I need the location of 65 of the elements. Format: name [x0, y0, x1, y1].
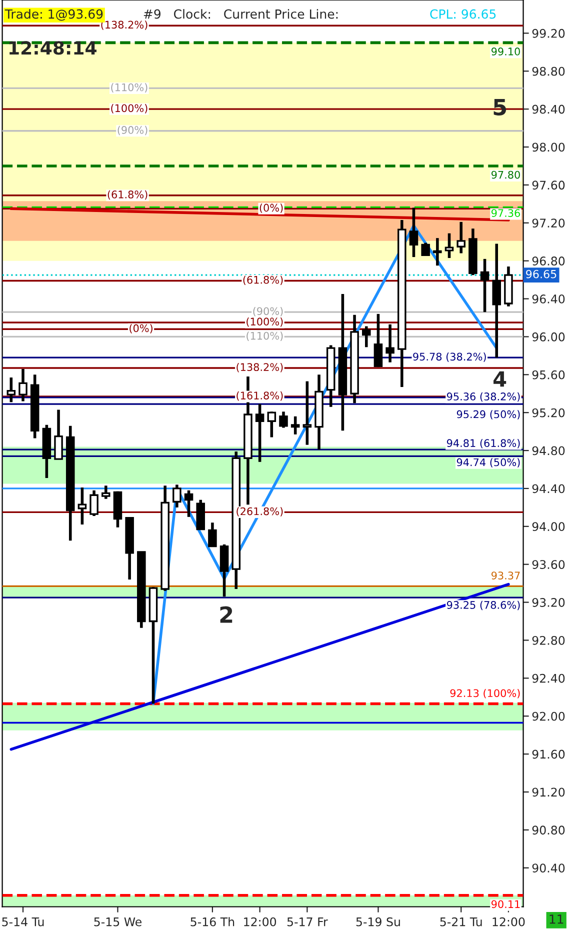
annotation: (100%) [246, 317, 283, 327]
annotation: Trade: 1@93.69 [4, 9, 103, 21]
ref-line-label: 95.29 (50%) [456, 410, 520, 420]
y-tick-label: 94.00 [532, 522, 565, 532]
y-tick-label: 92.00 [532, 712, 565, 721]
y-tick-label: 97.20 [532, 218, 565, 228]
x-tick-label: 5-16 Th [190, 917, 234, 926]
y-tick-label: 98.80 [532, 66, 565, 76]
y-tick-label: 94.40 [532, 484, 565, 494]
ref-line-label: 92.13 (100%) [450, 689, 520, 698]
annotation: (0%) [130, 324, 152, 334]
ref-line-label: 95.36 (38.2%) [446, 392, 520, 402]
annotation: (90%) [253, 307, 283, 316]
y-tick-label: 98.00 [532, 142, 565, 152]
ref-line-label: 93.37 [491, 572, 520, 580]
y-tick-label: 90.80 [532, 826, 565, 835]
y-tick-label: 96.80 [532, 256, 565, 266]
annotation: (90%) [118, 126, 148, 136]
y-tick-label: 95.20 [532, 408, 565, 418]
y-tick-label: 99.20 [532, 28, 565, 38]
annotation: (0%) [260, 204, 283, 213]
y-tick-label: 94.80 [532, 446, 565, 456]
annotation: 2 [220, 606, 232, 623]
x-tick-label: 5-15 We [94, 918, 142, 926]
ref-line-label: 93.25 (78.6%) [446, 600, 520, 610]
annotation: (161.8%) [236, 391, 283, 401]
y-tick-label: 92.80 [532, 636, 565, 645]
x-tick-label: 5-17 Fr [287, 918, 328, 926]
ref-line-label: 99.10 [491, 48, 520, 56]
y-tick-label: 96.00 [532, 332, 565, 342]
ref-line-label: 90.11 [491, 900, 520, 908]
y-tick-label: 91.60 [532, 750, 565, 759]
y-tick-label: 97.60 [532, 180, 565, 190]
y-tick-label: 93.20 [532, 598, 565, 607]
annotation: (138.2%) [101, 20, 148, 30]
ref-line-label: 95.78 (38.2%) [413, 352, 486, 362]
annotation: #9 Clock: Current Price Line: [144, 9, 338, 19]
x-tick-label: 5-19 Su [356, 917, 400, 926]
annotation: (61.8%) [108, 190, 148, 200]
y-tick-label: 92.40 [532, 674, 565, 683]
x-tick-label: 12:00 [492, 917, 525, 926]
y-tick-label: 96.40 [532, 294, 565, 304]
annotation: (261.8%) [236, 507, 283, 516]
ref-line-label: 94.81 (61.8%) [446, 438, 520, 448]
x-tick-label: 5-14 Tu [2, 918, 44, 926]
y-tick-label: 91.20 [532, 788, 565, 797]
y-tick-label: 98.40 [532, 104, 565, 114]
annotation: (110%) [246, 332, 283, 341]
ref-line-label: 97.80 [491, 170, 520, 179]
ref-line-label: 97.36 [491, 209, 520, 217]
ref-line-label: 96.65 [526, 270, 556, 278]
annotation: 4 [494, 371, 506, 387]
annotation: CPL: 96.65 [430, 9, 496, 19]
text: 11 [550, 914, 564, 924]
annotation: (61.8%) [243, 276, 283, 285]
annotation: (100%) [111, 104, 148, 114]
y-tick-label: 95.60 [532, 370, 565, 380]
ref-line-label: 94.74 (50%) [456, 458, 520, 468]
y-tick-label: 90.40 [532, 864, 565, 873]
annotation: 12:48:14 [10, 41, 96, 55]
x-tick-label: 5-21 Tu [440, 917, 482, 926]
x-tick-label: 12:00 [244, 917, 276, 926]
annotation: (138.2%) [236, 362, 283, 372]
y-tick-label: 93.60 [532, 560, 565, 569]
annotation: (110%) [111, 83, 148, 92]
